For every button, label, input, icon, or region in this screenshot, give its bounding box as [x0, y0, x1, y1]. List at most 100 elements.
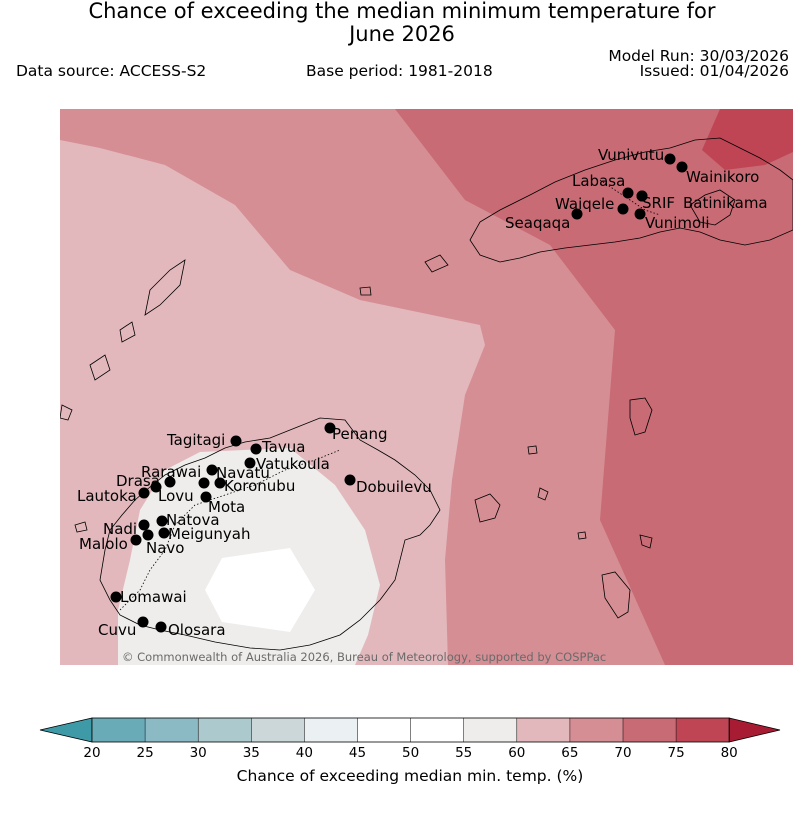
place-label-vatukoula: Vatukoula — [256, 455, 330, 473]
colorbar-tick-label: 65 — [561, 745, 579, 761]
place-label-malolo: Malolo — [79, 535, 128, 553]
place-marker-lautoka — [138, 487, 150, 499]
islet-8 — [74, 521, 88, 533]
islet-4 — [639, 534, 653, 549]
title-line-2: June 2026 — [349, 22, 455, 46]
colorbar-tick-label: 20 — [83, 745, 101, 761]
place-label-rarawai: Rarawai — [141, 463, 201, 481]
colorbar-bin — [516, 718, 570, 742]
colorbar-bin — [304, 718, 358, 742]
place-markers: Vunivutu Wainikoro Labasa Waiqele SRIF Batini… — [77, 146, 768, 639]
colorbar-tick-label: 55 — [455, 745, 473, 761]
place-marker-navo — [142, 529, 154, 541]
colorbar-over-arrow — [728, 717, 781, 743]
islet-9 — [424, 254, 449, 273]
place-marker-wainikoro — [676, 161, 688, 173]
islet-7 — [577, 531, 587, 540]
place-label-dobuilevu: Dobuilevu — [356, 478, 432, 496]
band-70-75 — [395, 109, 793, 665]
viti-levu-coast — [99, 417, 441, 651]
southern-island — [601, 571, 631, 619]
place-label-vunimoli: Vunimoli — [645, 214, 710, 232]
place-label-drasa: Drasa — [116, 472, 160, 490]
place-marker-vunivutu — [664, 153, 676, 165]
colorbar-tick-label: 35 — [242, 745, 260, 761]
place-marker-vunimoli — [634, 208, 646, 220]
place-marker-dobuilevu — [344, 474, 356, 486]
ovalau-island — [474, 493, 501, 523]
colorbar-label: Chance of exceeding median min. temp. (%… — [236, 767, 584, 785]
colorbar-tick-label: 50 — [402, 745, 420, 761]
place-label-cuvu: Cuvu — [98, 621, 136, 639]
place-marker-lomawai — [110, 591, 122, 603]
place-marker-rarawai — [206, 464, 218, 476]
colorbar-bin — [251, 718, 305, 742]
islet-3 — [537, 487, 549, 501]
place-marker-nadi — [138, 519, 150, 531]
place-marker-lovu — [150, 481, 162, 493]
yasawa-islands-south — [89, 354, 111, 381]
place-label-waiqele: Waiqele — [555, 195, 614, 213]
place-label-tagitagi: Tagitagi — [166, 431, 225, 449]
place-marker-waiqele — [617, 203, 629, 215]
colorbar-tick-label: 75 — [667, 745, 685, 761]
place-marker-drasa — [164, 476, 176, 488]
place-label-mota: Mota — [208, 498, 245, 516]
place-label-lovu: Lovu — [158, 487, 194, 505]
copyright-notice: © Commonwealth of Australia 2026, Bureau… — [122, 650, 606, 664]
place-label-wainikoro: Wainikoro — [686, 168, 759, 186]
vanua-levu-coast — [469, 137, 793, 263]
colorbar-bin — [623, 718, 677, 742]
islet-6 — [527, 445, 538, 455]
islet-5 — [359, 286, 372, 296]
place-label-lautoka: Lautoka — [77, 487, 137, 505]
place-label-koronubu: Koronubu — [224, 477, 295, 495]
colorbar-tick-label: 40 — [295, 745, 313, 761]
colorbar — [39, 717, 781, 743]
taveuni-coast — [689, 189, 736, 226]
place-marker-vatukoula — [244, 457, 256, 469]
colorbar-tick-label: 80 — [720, 745, 738, 761]
colorbar-under-arrow — [39, 717, 93, 743]
place-marker-natova — [156, 515, 168, 527]
place-label-lomawai: Lomawai — [120, 588, 187, 606]
place-label-srif: SRIF — [642, 194, 675, 212]
place-marker-tavua — [250, 443, 262, 455]
islet-1 — [119, 321, 136, 343]
place-marker-olosara — [155, 621, 167, 633]
place-label-tavua: Tavua — [261, 438, 305, 456]
place-marker-cuvu — [137, 616, 149, 628]
place-marker-tagitagi — [230, 435, 242, 447]
place-label-natova: Natova — [166, 511, 220, 529]
colorbar-tick-label: 45 — [348, 745, 367, 761]
colorbar-tick-label: 70 — [614, 745, 632, 761]
place-marker-penang — [324, 422, 336, 434]
colorbar-bin — [92, 718, 146, 742]
place-label-penang: Penang — [332, 425, 387, 443]
place-marker-mota — [200, 491, 212, 503]
koro-island — [629, 397, 653, 436]
place-label-seaqaqa: Seaqaqa — [505, 214, 570, 232]
colorbar-tick-label: 25 — [136, 745, 154, 761]
data-source: Data source: ACCESS-S2 — [16, 62, 207, 80]
colorbar-bin — [357, 718, 411, 742]
district-boundary-north — [599, 179, 661, 216]
colorbar-bin — [569, 718, 623, 742]
colorbar-bin — [463, 718, 517, 742]
place-label-labasa: Labasa — [572, 172, 625, 190]
yasawa-islands — [144, 259, 186, 316]
place-label-nadi: Nadi — [103, 520, 137, 538]
place-label-olosara: Olosara — [168, 621, 226, 639]
place-marker-meigunyah — [158, 527, 170, 539]
colorbar-tick-label: 60 — [508, 745, 526, 761]
probability-fill — [60, 109, 793, 665]
place-label-meigunyah: Meigunyah — [168, 525, 250, 543]
base-period: Base period: 1981-2018 — [306, 62, 493, 80]
colorbar-bin — [410, 718, 464, 742]
place-label-vunivutu: Vunivutu — [598, 146, 664, 164]
colorbar-tick-label: 30 — [189, 745, 207, 761]
band-45-55 — [205, 548, 315, 632]
district-boundary-west — [119, 449, 341, 611]
place-marker-seaqaqa — [571, 208, 583, 220]
